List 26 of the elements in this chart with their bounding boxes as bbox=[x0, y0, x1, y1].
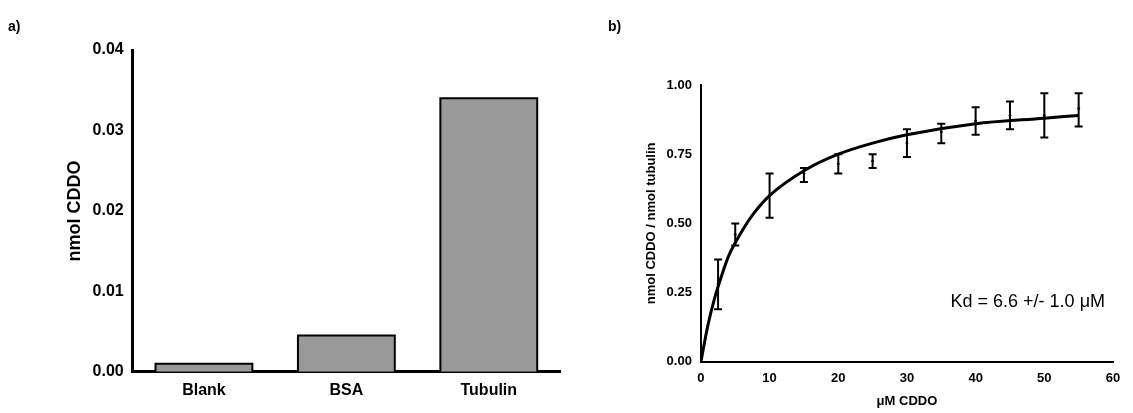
y-tick-label: 0.00 bbox=[666, 353, 692, 369]
y-tick-label: 0.01 bbox=[92, 281, 124, 299]
y-tick-label: 0.03 bbox=[92, 120, 124, 138]
y-tick-label: 0.50 bbox=[666, 214, 692, 230]
x-axis-title: μM CDDO bbox=[876, 392, 938, 408]
y-tick-label: 0.75 bbox=[666, 145, 692, 161]
chart-title: b) bbox=[608, 17, 622, 34]
text: a) bbox=[8, 17, 21, 34]
y-tick-label: 0.04 bbox=[92, 40, 124, 58]
y-tick-label: 1.00 bbox=[666, 76, 692, 92]
x-tick-label: Tubulin bbox=[460, 380, 518, 398]
y-tick-label: 0.02 bbox=[92, 201, 124, 219]
y-axis-title: nmol CDDO bbox=[63, 160, 84, 262]
annotation: Kd = 6.6 +/- 1.0 μM bbox=[950, 290, 1105, 311]
x-tick-label: 60 bbox=[1105, 370, 1121, 386]
y-tick-label: 0.00 bbox=[92, 362, 124, 380]
x-tick-label: 50 bbox=[1037, 370, 1052, 386]
x-tick-label: Blank bbox=[182, 380, 226, 398]
x-tick-label: 0 bbox=[697, 370, 705, 386]
x-tick-label: 30 bbox=[899, 370, 915, 386]
x-tick-label: 40 bbox=[968, 370, 983, 386]
x-tick-label: 10 bbox=[762, 370, 777, 386]
y-axis-title: nmol CDDO / nmol tubulin bbox=[643, 142, 659, 305]
y-tick-label: 0.25 bbox=[666, 284, 692, 300]
x-tick-label: 20 bbox=[831, 370, 846, 386]
x-tick-label: BSA bbox=[329, 380, 364, 398]
